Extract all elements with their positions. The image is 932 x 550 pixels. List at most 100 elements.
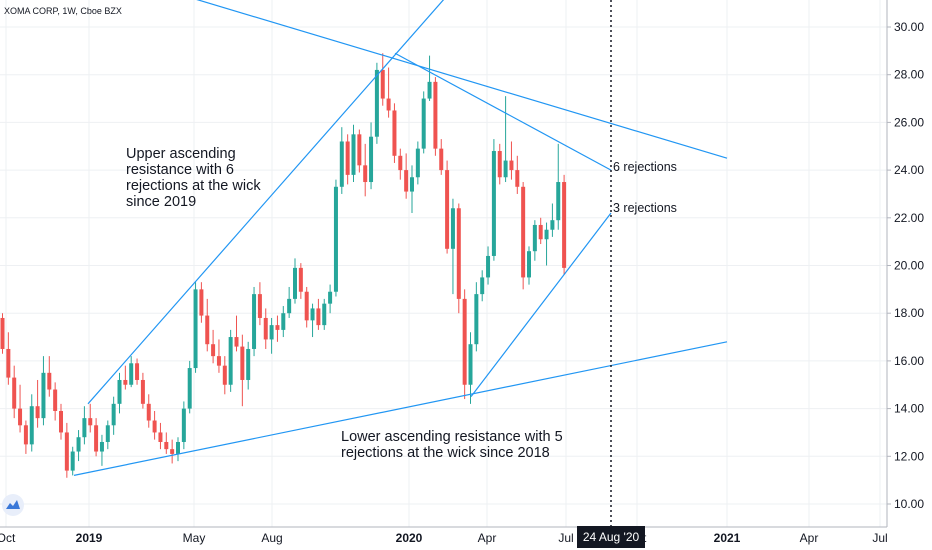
- time-tick-label: Apr: [478, 531, 497, 545]
- symbol-title: XOMA CORP, 1W, Cboe BZX: [4, 6, 122, 16]
- candle-body: [293, 267, 297, 299]
- candle-body: [287, 298, 292, 314]
- candle: [23, 420, 28, 454]
- candle: [439, 139, 444, 175]
- candle: [187, 360, 192, 414]
- candle-body: [404, 170, 409, 192]
- candle: [497, 143, 502, 185]
- candle-body: [398, 155, 403, 171]
- candle-body: [240, 346, 245, 380]
- candle: [211, 329, 216, 364]
- candle: [64, 422, 69, 478]
- candle-body: [544, 229, 549, 240]
- candle: [228, 329, 233, 392]
- candle-body: [550, 220, 555, 230]
- time-tick-label: May: [183, 531, 206, 545]
- candle-body: [146, 403, 151, 421]
- candle-body: [521, 186, 526, 278]
- annotation-line: Lower ascending resistance with 5: [341, 429, 563, 445]
- candle-body: [497, 151, 502, 178]
- candle: [486, 246, 491, 285]
- candle: [538, 217, 543, 245]
- candle: [333, 179, 338, 297]
- candle: [170, 439, 175, 464]
- candle: [88, 403, 93, 433]
- candle: [410, 165, 414, 214]
- tradingview-logo-icon[interactable]: [2, 494, 24, 516]
- candle-body: [515, 170, 520, 187]
- time-tick-label: Jul: [872, 531, 887, 545]
- candle: [281, 306, 286, 338]
- candle: [59, 403, 63, 440]
- candle: [105, 420, 110, 450]
- candle-body: [205, 315, 210, 345]
- candle-body: [363, 165, 368, 183]
- candle-body: [374, 69, 379, 137]
- trendline[interactable]: [87, 0, 451, 405]
- candle-body: [269, 325, 274, 340]
- candle-body: [556, 182, 561, 221]
- candle: [474, 282, 479, 352]
- time-tick-label: 2020: [396, 531, 423, 545]
- price-tick-label: 28.00: [894, 68, 924, 82]
- trendline[interactable]: [73, 341, 728, 476]
- candle-body: [123, 379, 128, 385]
- candle: [269, 317, 274, 354]
- candle: [275, 315, 280, 342]
- candle: [246, 341, 251, 390]
- candle: [521, 182, 526, 290]
- candle-body: [164, 441, 169, 450]
- price-tick-label: 12.00: [894, 449, 924, 463]
- trendline[interactable]: [394, 52, 612, 171]
- crosshair-date-text: 24 Aug '20: [583, 530, 640, 544]
- candle: [222, 356, 227, 395]
- candle: [316, 298, 321, 330]
- candle: [562, 174, 567, 276]
- candle: [123, 365, 128, 390]
- price-tick-label: 30.00: [894, 20, 924, 34]
- candle-body: [23, 425, 28, 445]
- time-tick-label: 2019: [76, 531, 103, 545]
- candle: [462, 289, 467, 400]
- candle: [193, 282, 198, 373]
- candle: [117, 372, 122, 414]
- annotation-line: 6 rejections: [613, 160, 677, 174]
- candle-body: [503, 160, 508, 178]
- candle-body: [70, 451, 75, 471]
- time-tick-label: 2021: [714, 531, 741, 545]
- candle-body: [193, 289, 198, 369]
- candle: [556, 143, 561, 230]
- annotation-line: rejections at the wick: [126, 178, 261, 194]
- candle-body: [538, 224, 543, 240]
- candle: [392, 103, 397, 163]
- candle-body: [59, 410, 63, 433]
- trendline[interactable]: [470, 212, 612, 398]
- candle-body: [480, 277, 485, 295]
- price-axis[interactable]: 10.00 12.00 14.00 16.00 18.00 20.00 22.00 24.00…: [886, 0, 924, 527]
- candle: [94, 418, 99, 457]
- candle-body: [281, 313, 286, 330]
- trendlines[interactable]: [73, 0, 728, 476]
- candle-body: [82, 418, 87, 438]
- candle-body: [386, 98, 391, 111]
- candle: [287, 286, 292, 318]
- candle: [205, 298, 210, 352]
- price-tick-label: 22.00: [894, 211, 924, 225]
- candle-body: [562, 182, 567, 268]
- candle-body: [35, 406, 40, 419]
- trendline[interactable]: [185, 0, 728, 159]
- candle-body: [129, 363, 134, 385]
- price-tick-label: 16.00: [894, 354, 924, 368]
- candle-body: [76, 437, 81, 452]
- candle-body: [322, 303, 327, 326]
- candle: [398, 148, 403, 180]
- candle-body: [199, 289, 204, 316]
- candle: [99, 434, 104, 466]
- candle-body: [99, 441, 104, 452]
- candle-body: [176, 441, 180, 454]
- price-tick-label: 24.00: [894, 163, 924, 177]
- candle: [129, 356, 134, 388]
- candle: [468, 332, 473, 404]
- time-axis[interactable]: Oct2019MayAug2020AprJulOct2021AprJul: [0, 526, 888, 545]
